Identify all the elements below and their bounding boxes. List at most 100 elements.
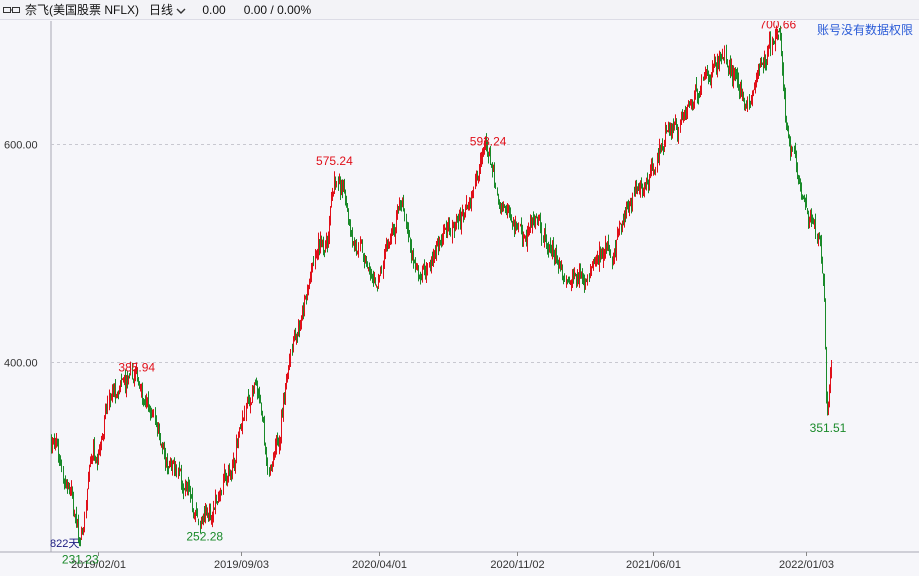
candle-body bbox=[307, 289, 308, 301]
candle-body bbox=[233, 455, 234, 466]
candle-body bbox=[398, 211, 399, 213]
candle-body bbox=[583, 280, 584, 282]
candle-body bbox=[559, 264, 560, 267]
candle-body bbox=[351, 231, 352, 237]
candle-body bbox=[681, 113, 682, 119]
candle-body bbox=[179, 467, 180, 469]
candle-body bbox=[686, 108, 687, 117]
candle-body bbox=[220, 489, 221, 499]
candle-body bbox=[743, 94, 744, 100]
candle-body bbox=[705, 71, 706, 73]
candle-body bbox=[55, 441, 56, 444]
candle-body bbox=[774, 43, 775, 45]
candle-body bbox=[273, 456, 274, 463]
candle-body bbox=[776, 32, 777, 38]
y-tick-label: 400.00 bbox=[4, 358, 38, 370]
candle-body bbox=[592, 264, 593, 266]
candle-body bbox=[338, 182, 339, 184]
candle-body bbox=[413, 254, 414, 263]
candle-body bbox=[667, 131, 668, 133]
candle-body bbox=[530, 219, 531, 231]
candle-body bbox=[458, 218, 459, 222]
candle-body bbox=[386, 243, 387, 251]
candle-body bbox=[416, 264, 417, 267]
candle-body bbox=[563, 276, 564, 281]
candle-body bbox=[118, 391, 119, 393]
candle-body bbox=[810, 216, 811, 220]
candle-body bbox=[553, 239, 554, 251]
candle-body bbox=[650, 170, 651, 176]
candle-body bbox=[584, 281, 585, 286]
change-value: 0.00 / 0.00% bbox=[243, 2, 312, 17]
candle-body bbox=[508, 207, 509, 210]
candle-body bbox=[194, 512, 195, 515]
candle-body bbox=[784, 86, 785, 93]
candle-body bbox=[287, 375, 288, 377]
candle-body bbox=[294, 335, 295, 338]
candle-body bbox=[729, 60, 730, 74]
candle-body bbox=[595, 260, 596, 262]
candle-body bbox=[113, 390, 114, 393]
window-toggle-icon[interactable] bbox=[3, 4, 21, 16]
candle-body bbox=[139, 386, 140, 388]
candle-body bbox=[387, 244, 388, 246]
candle-body bbox=[568, 280, 569, 282]
candle-body bbox=[347, 204, 348, 212]
candle-body bbox=[719, 52, 720, 65]
candle-body bbox=[285, 386, 286, 398]
candle-body bbox=[316, 254, 317, 257]
period-selector[interactable]: 日线 bbox=[149, 1, 186, 18]
candle-body bbox=[547, 246, 548, 251]
candle-body bbox=[455, 222, 456, 230]
candle-body bbox=[392, 229, 393, 233]
candle-body bbox=[395, 230, 396, 239]
candle-body bbox=[665, 127, 666, 142]
candle-body bbox=[120, 381, 121, 390]
candle-body bbox=[430, 263, 431, 270]
candle-body bbox=[189, 486, 190, 491]
candle-body bbox=[145, 400, 146, 404]
candle-body bbox=[747, 97, 748, 105]
candle-body bbox=[103, 434, 104, 440]
candle-body bbox=[134, 374, 135, 383]
candle-body bbox=[135, 374, 136, 376]
candle-body bbox=[550, 243, 551, 249]
candle-body bbox=[73, 497, 74, 513]
candle-body bbox=[426, 268, 427, 276]
candle-body bbox=[608, 241, 609, 249]
candle-body bbox=[206, 510, 207, 512]
candle-body bbox=[274, 453, 275, 455]
period-label: 日线 bbox=[149, 3, 174, 17]
candle-body bbox=[756, 77, 757, 88]
candle-body bbox=[260, 400, 261, 402]
grid-layer: 400.00 600.00 2019/02/01 2019/09/03 2020/04/… bbox=[0, 21, 919, 571]
candle-body bbox=[71, 486, 72, 489]
candle-body bbox=[353, 242, 354, 245]
candle-body bbox=[491, 166, 492, 168]
candle-body bbox=[541, 229, 542, 243]
candle-body bbox=[450, 231, 451, 236]
candle-body bbox=[733, 72, 734, 82]
candle-body bbox=[792, 147, 793, 149]
chart-area[interactable]: 400.00 600.00 2019/02/01 2019/09/03 2020/04/… bbox=[0, 17, 919, 571]
candle-body bbox=[498, 194, 499, 204]
candle-body bbox=[166, 461, 167, 466]
candle-body bbox=[600, 248, 601, 258]
candle-body bbox=[804, 195, 805, 200]
candle-body bbox=[326, 238, 327, 246]
candle-body bbox=[457, 218, 458, 221]
low-price-label: 252.28 bbox=[186, 529, 223, 543]
candle-body bbox=[618, 228, 619, 231]
candle-body bbox=[182, 486, 183, 492]
candle-body bbox=[401, 202, 402, 207]
candle-body bbox=[757, 72, 758, 76]
candle-body bbox=[125, 375, 126, 389]
low-price-label: 351.51 bbox=[810, 421, 847, 435]
candle-body bbox=[808, 214, 809, 227]
candle-body bbox=[518, 226, 519, 229]
candle-body bbox=[739, 86, 740, 94]
candle-body bbox=[494, 167, 495, 182]
candle-body bbox=[345, 194, 346, 204]
candlestick-chart[interactable]: 400.00 600.00 2019/02/01 2019/09/03 2020/04/… bbox=[0, 17, 919, 571]
candle-body bbox=[464, 213, 465, 219]
